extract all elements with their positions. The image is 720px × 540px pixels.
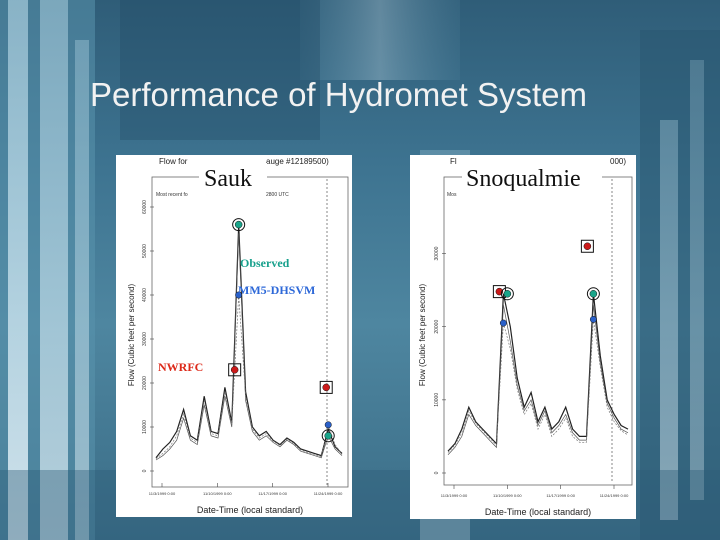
chart-subheader-text: Mos [447,192,457,198]
x-tick-label: 11/3/1999 0:00 [149,491,176,496]
observed-marker [589,290,598,298]
sauk-chart: Flow for auge #12189500) Most recent fo … [116,155,352,517]
series-line-3 [155,294,343,459]
observed-marker-ring [500,287,514,301]
station-label-box [199,163,267,191]
model-marker [499,319,507,327]
y-tick-label: 10000 [434,393,440,407]
series-line-2 [447,304,629,455]
legend-model: MM5-DHSVM [238,283,315,297]
series-line-1 [155,224,343,459]
x-tick-label: 11/10/1999 0:00 [203,491,232,496]
observed-marker [234,220,243,229]
chart-background [116,155,352,517]
x-tick-label: 11/17/1999 0:00 [258,491,287,496]
nwrfc-marker-box [319,380,333,394]
chart-subheader-text: Most recent fo [156,192,188,198]
y-axis-label: Flow (Cubic feet per second) [418,284,427,387]
y-tick-label: 50000 [142,244,148,258]
nwrfc-marker [230,366,239,374]
nwrfc-marker [583,242,592,251]
page-title: Performance of Hydromet System [90,76,587,113]
y-tick-label: 0 [434,471,440,474]
x-tick-label: 11/24/1999 0:00 [600,493,629,498]
x-tick-label: 11/3/1999 0:00 [441,493,468,498]
x-axis-label: Date-Time (local standard) [197,505,303,515]
model-marker [235,291,243,299]
snoqualmie-chart: Fl 000) Mos 0 10000 20000 30000 11/3/1999 0… [410,155,636,519]
y-tick-label: 20000 [142,376,148,390]
station-label: Sauk [204,166,252,192]
observed-marker-ring [586,287,600,301]
x-tick-label: 11/24/1999 0:00 [314,491,343,496]
x-tick-label: 11/10/1999 0:00 [493,493,522,498]
observed-marker [503,290,512,298]
series-line-1 [447,293,629,452]
legend-nwrfc: NWRFC [158,360,203,374]
y-tick-label: 30000 [142,332,148,346]
chart-header-text-right: auge #12189500) [266,157,329,166]
y-tick-label: 30000 [434,246,440,260]
chart-subheader-text-right: 2800 UTC [266,192,289,198]
observed-marker [324,432,332,440]
observed-marker-ring [321,429,335,443]
chart-header-text: Fl [450,157,457,166]
nwrfc-marker [322,383,330,392]
y-tick-label: 0 [142,469,148,472]
y-tick-label: 40000 [142,288,148,302]
y-tick-label: 60000 [142,200,148,214]
model-marker [589,315,597,323]
chart-header-text: Flow for [159,157,188,166]
observed-marker-ring [232,218,246,232]
x-tick-label: 11/17/1999 0:00 [546,493,575,498]
series-line-3 [447,319,629,453]
legend-observed: Observed [240,256,290,270]
nwrfc-marker-box [228,363,242,377]
model-marker [324,421,332,429]
y-tick-label: 10000 [142,420,148,434]
station-label-box [462,162,602,192]
y-tick-label: 20000 [434,320,440,334]
series-line-2 [155,233,343,461]
x-axis-label: Date-Time (local standard) [485,507,591,517]
chart-header-text-right: 000) [610,157,626,166]
station-label: Snoqualmie [466,166,581,192]
y-axis-label: Flow (Cubic feet per second) [127,284,136,387]
nwrfc-marker-box [580,239,594,253]
